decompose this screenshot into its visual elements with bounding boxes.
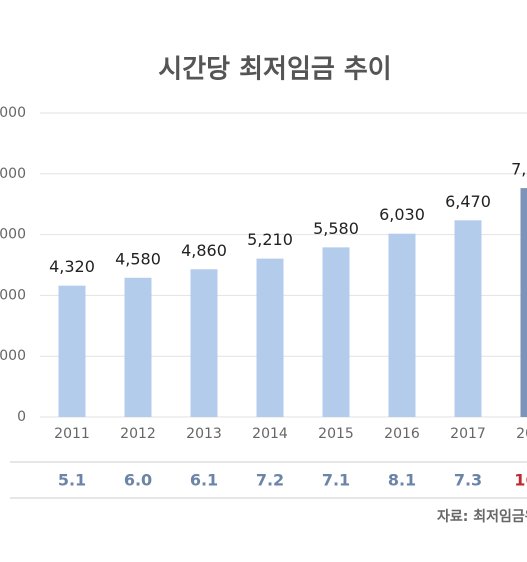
value-label: 5,210 bbox=[247, 230, 293, 249]
growth-rate: 7.3 bbox=[454, 471, 482, 490]
value-label: 6,030 bbox=[379, 205, 425, 224]
growth-rate: 6.1 bbox=[190, 471, 218, 490]
value-label: 4,580 bbox=[115, 249, 161, 268]
growth-rate: 16.4 bbox=[514, 471, 527, 490]
growth-rate: 7.2 bbox=[256, 471, 284, 490]
value-label: 6,470 bbox=[445, 192, 491, 211]
bar bbox=[454, 220, 482, 417]
bar bbox=[190, 269, 218, 417]
x-tick-label: 2016 bbox=[384, 426, 420, 442]
growth-rate: 6.0 bbox=[124, 471, 152, 490]
x-tick-label: 2018 bbox=[516, 426, 527, 442]
bar bbox=[256, 258, 284, 417]
x-tick-label: 2015 bbox=[318, 426, 354, 442]
x-tick-label: 2013 bbox=[186, 426, 222, 442]
bar bbox=[388, 233, 416, 417]
growth-rate: 5.1 bbox=[58, 471, 86, 490]
source: 자료: 최저임금위원회 bbox=[437, 509, 527, 525]
value-label: 7,530 bbox=[511, 160, 527, 179]
growth-rate: 7.1 bbox=[322, 471, 350, 490]
y-tick-label: 2,000 bbox=[0, 348, 26, 364]
y-tick-label: 8,000 bbox=[0, 166, 26, 182]
y-tick-label: 6,000 bbox=[0, 227, 26, 243]
value-label: 5,580 bbox=[313, 219, 359, 238]
value-label: 4,860 bbox=[181, 241, 227, 260]
x-tick-label: 2011 bbox=[54, 426, 90, 442]
y-tick-label: 4,000 bbox=[0, 287, 26, 303]
value-label: 4,320 bbox=[49, 257, 95, 276]
growth-rate: 8.1 bbox=[388, 471, 416, 490]
y-tick-label: 10,000 bbox=[0, 105, 26, 121]
y-tick-label: 0 bbox=[17, 409, 26, 425]
x-tick-label: 2012 bbox=[120, 426, 156, 442]
x-tick-label: 2017 bbox=[450, 426, 486, 442]
bar bbox=[520, 188, 527, 417]
chart-title: 시간당 최저임금 추이 bbox=[158, 55, 391, 85]
bar bbox=[58, 285, 86, 417]
x-tick-label: 2014 bbox=[252, 426, 288, 442]
bar bbox=[124, 277, 152, 417]
bar bbox=[322, 247, 350, 417]
